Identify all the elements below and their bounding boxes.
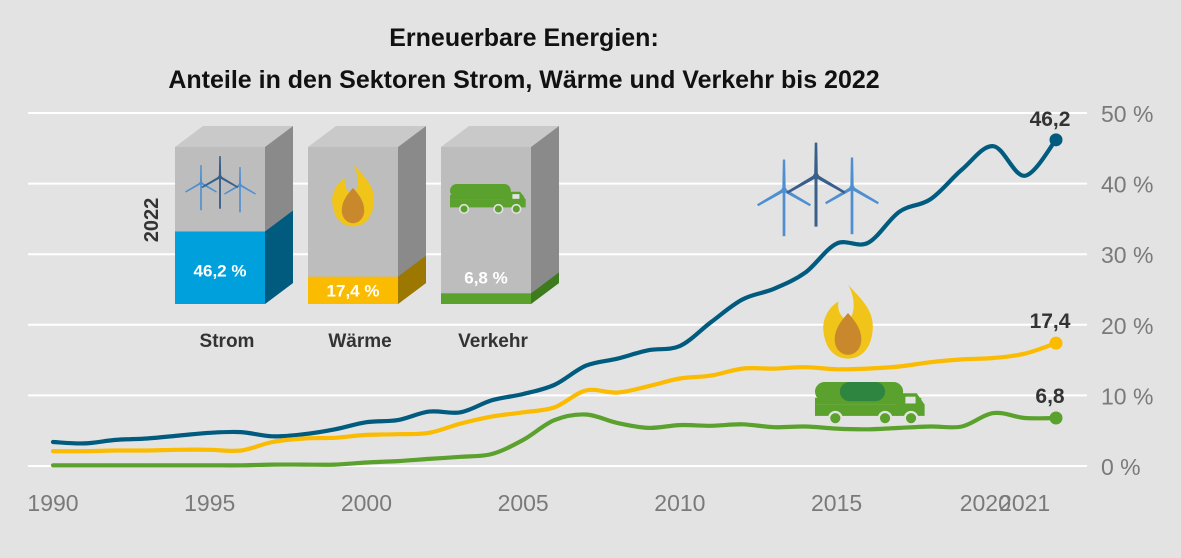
tanker-truck-icon — [813, 380, 926, 426]
series-line-strom — [50, 137, 1059, 446]
chart-subtitle: Anteile in den Sektoren Strom, Wärme und… — [168, 66, 879, 94]
series-line-waerme — [50, 341, 1059, 454]
box-value-label: 46,2 % — [194, 261, 247, 280]
box-side-fill — [398, 255, 426, 304]
y-axis: 0 % 10 % 20 % 30 % 40 % 50 % — [1101, 101, 1153, 480]
x-tick-label: 1995 — [184, 490, 235, 516]
y-tick-label: 20 % — [1101, 313, 1153, 339]
x-tick-label: 2015 — [811, 490, 862, 516]
box-side — [531, 126, 559, 304]
box-fill — [308, 276, 398, 304]
wind-turbines-icon — [756, 142, 880, 237]
x-tick-label: 2020 — [960, 490, 1011, 516]
x-tick-label: 2010 — [654, 490, 705, 516]
box-category-label: Wärme — [328, 331, 391, 352]
y-tick-label: 50 % — [1101, 101, 1153, 127]
inset-box-2: 6,8 % Verkehr — [441, 126, 559, 352]
end-point-waerme — [1049, 336, 1063, 350]
y-tick-label: 30 % — [1101, 242, 1153, 268]
box-top — [308, 126, 426, 147]
end-label-waerme: 17,4 — [1030, 310, 1071, 333]
flame-icon — [823, 284, 873, 359]
box-top — [441, 126, 559, 147]
box-value-label: 6,8 % — [464, 268, 507, 287]
x-tick-label: 1990 — [27, 490, 78, 516]
x-tick-label: 2005 — [498, 490, 549, 516]
box-front — [441, 147, 531, 304]
series-lines — [50, 137, 1059, 468]
box-category-label: Strom — [200, 331, 255, 352]
inset-box-0: 46,2 % Strom — [175, 126, 293, 352]
x-tick-label: 2000 — [341, 490, 392, 516]
inset-2022: 2022 46,2 % Strom 17,4 % Wärme 6,8 % Verkehr — [141, 126, 559, 352]
box-value-label: 17,4 % — [327, 282, 380, 301]
series-line-verkehr — [50, 410, 1059, 468]
end-points: 46,2 17,4 6,8 — [1030, 108, 1071, 425]
y-tick-label: 0 % — [1101, 454, 1141, 480]
box-side-fill — [265, 210, 293, 304]
y-tick-label: 10 % — [1101, 383, 1153, 409]
x-tick-label: 2021 — [999, 490, 1050, 516]
box-side-fill — [531, 272, 559, 304]
box-fill — [441, 293, 531, 304]
end-point-strom — [1049, 133, 1063, 147]
box-fill — [175, 231, 265, 304]
box-side — [398, 126, 426, 304]
end-label-verkehr: 6,8 — [1035, 385, 1065, 408]
y-tick-label: 40 % — [1101, 172, 1153, 198]
box-category-label: Verkehr — [458, 331, 528, 352]
end-point-verkehr — [1049, 411, 1063, 425]
chart-title: Erneuerbare Energien: — [389, 24, 659, 52]
inset-year-label: 2022 — [141, 198, 163, 243]
end-label-strom: 46,2 — [1030, 108, 1071, 131]
box-top — [175, 126, 293, 147]
inset-box-1: 17,4 % Wärme — [308, 126, 426, 352]
